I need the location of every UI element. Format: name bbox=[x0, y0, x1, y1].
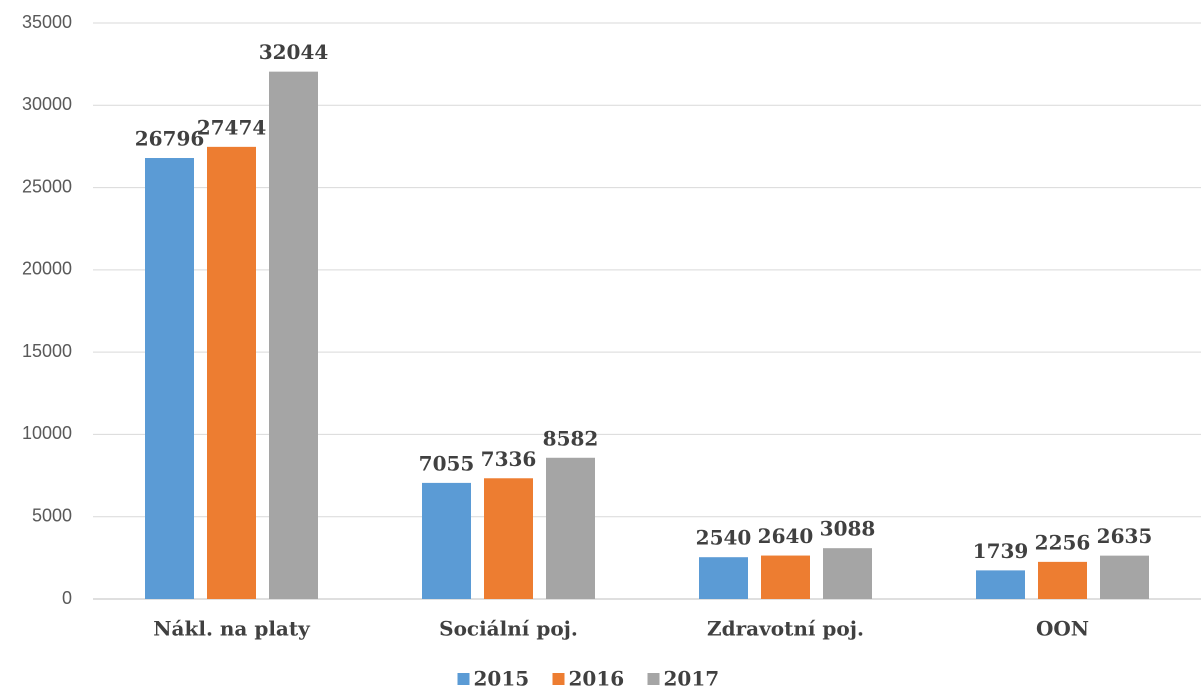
bar bbox=[699, 557, 748, 599]
data-label: 7055 bbox=[419, 451, 475, 475]
y-tick-label: 0 bbox=[62, 588, 72, 608]
legend-swatch bbox=[552, 673, 565, 685]
x-tick-label: OON bbox=[1036, 617, 1089, 641]
legend-label: 2017 bbox=[664, 667, 720, 691]
data-label: 3088 bbox=[820, 517, 876, 541]
bar bbox=[422, 482, 471, 599]
bar bbox=[145, 158, 194, 599]
bar bbox=[207, 146, 256, 600]
legend-label: 2016 bbox=[569, 667, 625, 691]
bar bbox=[823, 548, 872, 599]
bar bbox=[761, 555, 810, 599]
legend-swatch bbox=[457, 673, 470, 685]
data-label: 7336 bbox=[481, 447, 537, 471]
y-tick-label: 35000 bbox=[22, 12, 72, 32]
data-label: 2640 bbox=[758, 524, 814, 548]
bar bbox=[546, 457, 595, 599]
bar bbox=[1038, 561, 1087, 599]
y-tick-label: 5000 bbox=[32, 505, 72, 525]
data-label: 27474 bbox=[197, 115, 267, 139]
data-label: 2256 bbox=[1035, 530, 1091, 554]
legend-swatch bbox=[647, 673, 660, 685]
y-tick-label: 25000 bbox=[22, 176, 72, 196]
data-label: 8582 bbox=[543, 426, 599, 450]
y-tick-label: 15000 bbox=[22, 341, 72, 361]
y-tick-label: 10000 bbox=[22, 423, 72, 443]
data-label: 2540 bbox=[696, 526, 752, 550]
x-tick-label: Nákl. na platy bbox=[153, 617, 311, 641]
data-label: 1739 bbox=[973, 539, 1029, 563]
bar bbox=[1100, 555, 1149, 599]
bar bbox=[269, 71, 318, 599]
data-label: 32044 bbox=[259, 40, 329, 64]
x-tick-label: Sociální poj. bbox=[439, 617, 578, 641]
x-tick-label: Zdravotní poj. bbox=[707, 617, 864, 641]
data-label: 26796 bbox=[135, 127, 205, 151]
bar bbox=[976, 570, 1025, 599]
data-label: 2635 bbox=[1097, 524, 1153, 548]
bar bbox=[484, 478, 533, 599]
legend-label: 2015 bbox=[474, 667, 530, 691]
y-tick-label: 30000 bbox=[22, 94, 72, 114]
y-tick-label: 20000 bbox=[22, 259, 72, 279]
